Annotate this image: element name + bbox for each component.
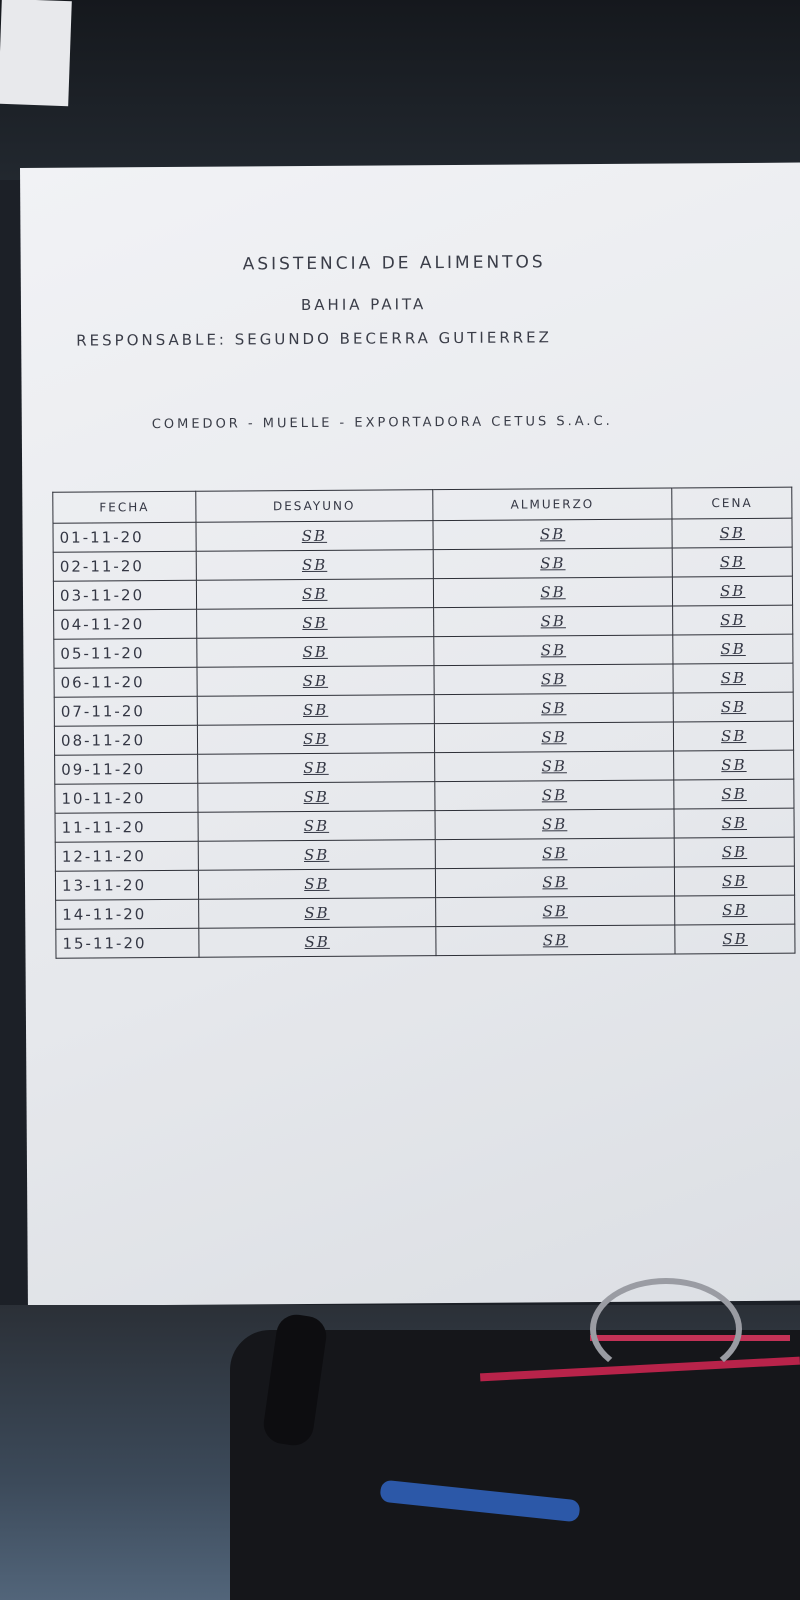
cell-date: 01-11-20 (52, 522, 197, 553)
cell-almuerzo: SB (433, 692, 674, 724)
header-fecha: FECHA (52, 491, 196, 524)
cell-date: 11-11-20 (55, 812, 199, 843)
cell-desayuno: SB (195, 520, 433, 552)
cell-desayuno: SB (198, 839, 436, 871)
cell-desayuno: SB (198, 926, 436, 958)
cell-desayuno: SB (198, 810, 435, 842)
header-desayuno: DESAYUNO (195, 489, 433, 523)
cell-date: 13-11-20 (55, 870, 199, 901)
cell-date: 03-11-20 (53, 580, 197, 611)
sheet-title: ASISTENCIA DE ALIMENTOS (242, 252, 546, 275)
cell-almuerzo: SB (433, 634, 674, 666)
cell-date: 07-11-20 (54, 696, 198, 727)
attendance-sheet: ASISTENCIA DE ALIMENTOS BAHIA PAITA RESP… (20, 162, 800, 1306)
cell-desayuno: SB (198, 897, 436, 929)
cell-almuerzo: SB (432, 518, 673, 550)
cell-desayuno: SB (197, 694, 435, 726)
cell-cena: SB (673, 634, 793, 664)
cell-cena: SB (672, 518, 793, 548)
cell-almuerzo: SB (433, 605, 674, 637)
cell-date: 08-11-20 (54, 725, 198, 756)
cell-almuerzo: SB (434, 779, 675, 811)
cell-date: 15-11-20 (55, 928, 200, 959)
cell-cena: SB (672, 576, 793, 606)
table-row: 15-11-20 SB SB SB (55, 924, 795, 959)
key-ring (590, 1278, 742, 1380)
cell-cena: SB (674, 779, 794, 809)
cell-cena: SB (675, 895, 795, 925)
cell-almuerzo: SB (433, 576, 674, 608)
cell-date: 02-11-20 (53, 551, 197, 582)
cell-almuerzo: SB (433, 663, 674, 695)
header-cena: CENA (672, 487, 792, 519)
header-almuerzo: ALMUERZO (432, 487, 673, 521)
cell-date: 05-11-20 (53, 638, 197, 669)
cell-almuerzo: SB (432, 547, 673, 579)
cell-cena: SB (674, 808, 795, 838)
cell-date: 06-11-20 (53, 667, 198, 698)
cell-desayuno: SB (197, 781, 435, 813)
cell-date: 12-11-20 (55, 841, 199, 872)
cell-cena: SB (673, 605, 793, 635)
background (0, 0, 800, 180)
sheet-responsible: RESPONSABLE: SEGUNDO BECERRA GUTIERREZ (76, 328, 552, 350)
cell-almuerzo: SB (434, 750, 675, 782)
attendance-table: FECHA DESAYUNO ALMUERZO CENA 01-11-20 SB S… (52, 487, 795, 959)
cell-desayuno: SB (196, 549, 434, 581)
cell-date: 14-11-20 (55, 899, 199, 930)
sheet-dining: COMEDOR - MUELLE - EXPORTADORA CETUS S.A… (151, 413, 613, 433)
cell-date: 04-11-20 (53, 609, 197, 640)
cell-almuerzo: SB (435, 924, 676, 956)
cell-almuerzo: SB (435, 895, 676, 927)
cell-cena: SB (674, 837, 795, 867)
cell-cena: SB (674, 866, 795, 896)
cell-desayuno: SB (198, 868, 436, 900)
cell-desayuno: SB (196, 607, 434, 639)
cell-desayuno: SB (196, 636, 434, 668)
cell-cena: SB (674, 750, 794, 780)
cell-desayuno: SB (196, 578, 434, 610)
cell-cena: SB (675, 924, 795, 954)
cell-almuerzo: SB (434, 837, 675, 869)
cell-date: 09-11-20 (54, 754, 198, 785)
cell-cena: SB (672, 547, 793, 577)
cell-cena: SB (673, 692, 794, 722)
table-header-row: FECHA DESAYUNO ALMUERZO CENA (52, 487, 792, 524)
cell-almuerzo: SB (434, 808, 675, 840)
cell-almuerzo: SB (434, 721, 675, 753)
cell-desayuno: SB (197, 752, 435, 784)
cell-desayuno: SB (197, 723, 435, 755)
cell-almuerzo: SB (435, 866, 676, 898)
cell-date: 10-11-20 (54, 783, 199, 814)
table-body: 01-11-20 SB SB SB 02-11-20 SB SB SB 03-11-20 SB SB… (52, 518, 795, 959)
sheet-location: BAHIA PAITA (300, 295, 427, 315)
cell-cena: SB (673, 663, 794, 693)
cell-desayuno: SB (196, 665, 434, 697)
cell-cena: SB (673, 721, 794, 751)
paper-scrap (0, 0, 72, 107)
